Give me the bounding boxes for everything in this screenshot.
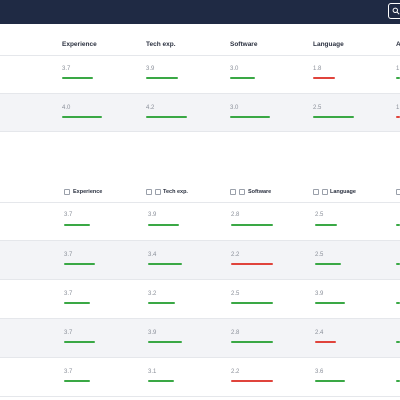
score-bar xyxy=(315,341,336,343)
score-bar xyxy=(313,77,335,79)
score-bar xyxy=(396,380,400,382)
cell-value: 2.2 xyxy=(231,369,240,375)
score-bar xyxy=(62,116,102,118)
row-divider xyxy=(0,93,400,94)
score-bar xyxy=(64,341,95,343)
cell-value: 3.7 xyxy=(64,252,73,258)
table-row-background xyxy=(0,319,400,357)
cell-value: 2.5 xyxy=(313,105,322,111)
cell-value: 1 xyxy=(396,66,400,72)
score-bar xyxy=(62,77,93,79)
score-bar xyxy=(148,341,182,343)
score-bar xyxy=(230,116,270,118)
score-bar xyxy=(148,263,182,265)
cell-value: 3.2 xyxy=(148,291,157,297)
score-bar xyxy=(64,224,90,226)
row-divider xyxy=(0,55,400,56)
column-checkbox[interactable] xyxy=(146,189,152,195)
column-header-experience[interactable]: Experience xyxy=(73,189,103,195)
cell-value: 3.9 xyxy=(146,66,155,72)
row-divider xyxy=(0,240,400,241)
cell-value: 3.0 xyxy=(230,105,239,111)
column-checkbox[interactable] xyxy=(396,189,400,195)
column-header-a[interactable]: A xyxy=(396,41,400,48)
cell-value: 3.6 xyxy=(315,369,324,375)
top-navigation-bar xyxy=(0,0,400,24)
cell-value: 2.2 xyxy=(231,252,240,258)
score-bar xyxy=(231,263,273,265)
score-bar xyxy=(230,77,255,79)
cell-value: 2.5 xyxy=(315,212,324,218)
cell-value: 3.7 xyxy=(64,369,73,375)
score-bar xyxy=(396,77,400,79)
score-bar xyxy=(231,380,273,382)
cell-value: 3.7 xyxy=(64,291,73,297)
cell-value: 2.5 xyxy=(231,291,240,297)
column-header-language[interactable]: Language xyxy=(313,41,344,48)
score-bar xyxy=(64,263,95,265)
table-row-background xyxy=(0,94,400,131)
row-divider xyxy=(0,131,400,132)
row-divider xyxy=(0,202,400,203)
search-button[interactable] xyxy=(388,3,400,19)
score-bar xyxy=(396,302,400,304)
row-divider xyxy=(0,357,400,358)
cell-value: 2.4 xyxy=(315,330,324,336)
cell-value: 2.8 xyxy=(231,330,240,336)
score-bar xyxy=(313,116,354,118)
column-checkbox[interactable] xyxy=(155,189,161,195)
row-divider xyxy=(0,318,400,319)
column-checkbox[interactable] xyxy=(313,189,319,195)
cell-value: 3.7 xyxy=(62,66,71,72)
cell-value: 3.9 xyxy=(148,212,157,218)
cell-value: 2.5 xyxy=(315,252,324,258)
score-bar xyxy=(396,116,400,118)
column-header-software[interactable]: Software xyxy=(248,189,272,195)
score-bar xyxy=(231,224,273,226)
column-header-tech-exp[interactable]: Tech exp. xyxy=(146,41,176,48)
cell-value: 3.7 xyxy=(64,330,73,336)
row-divider xyxy=(0,279,400,280)
column-header-experience[interactable]: Experience xyxy=(62,41,97,48)
score-bar xyxy=(148,380,174,382)
cell-value: 2.8 xyxy=(231,212,240,218)
cell-value: 4.0 xyxy=(62,105,71,111)
column-header-software[interactable]: Software xyxy=(230,41,258,48)
table-row-background xyxy=(0,241,400,279)
cell-value: 4.2 xyxy=(146,105,155,111)
search-icon xyxy=(392,7,400,15)
score-bar xyxy=(315,263,341,265)
column-checkbox[interactable] xyxy=(322,189,328,195)
cell-value: 3.4 xyxy=(148,252,157,258)
cell-value: 1 xyxy=(396,105,400,111)
score-bar xyxy=(64,380,90,382)
cell-value: 3.9 xyxy=(148,330,157,336)
row-divider xyxy=(0,396,400,397)
score-bar xyxy=(231,341,273,343)
score-bar xyxy=(315,380,345,382)
score-bar xyxy=(148,302,175,304)
score-bar xyxy=(396,224,400,226)
score-bar xyxy=(64,302,90,304)
column-checkbox[interactable] xyxy=(230,189,236,195)
cell-value: 1.8 xyxy=(313,66,322,72)
score-bar xyxy=(146,116,187,118)
cell-value: 3.7 xyxy=(64,212,73,218)
score-bar xyxy=(231,302,273,304)
score-bar xyxy=(315,302,345,304)
column-header-language[interactable]: Language xyxy=(330,189,356,195)
column-checkbox[interactable] xyxy=(64,189,70,195)
cell-value: 3.0 xyxy=(230,66,239,72)
score-bar xyxy=(315,224,337,226)
column-checkbox[interactable] xyxy=(239,189,245,195)
cell-value: 3.9 xyxy=(315,291,324,297)
score-bar xyxy=(146,77,178,79)
score-bar xyxy=(396,341,400,343)
score-bar xyxy=(396,263,400,265)
column-header-tech-exp[interactable]: Tech exp. xyxy=(163,189,188,195)
cell-value: 3.1 xyxy=(148,369,157,375)
score-bar xyxy=(148,224,179,226)
